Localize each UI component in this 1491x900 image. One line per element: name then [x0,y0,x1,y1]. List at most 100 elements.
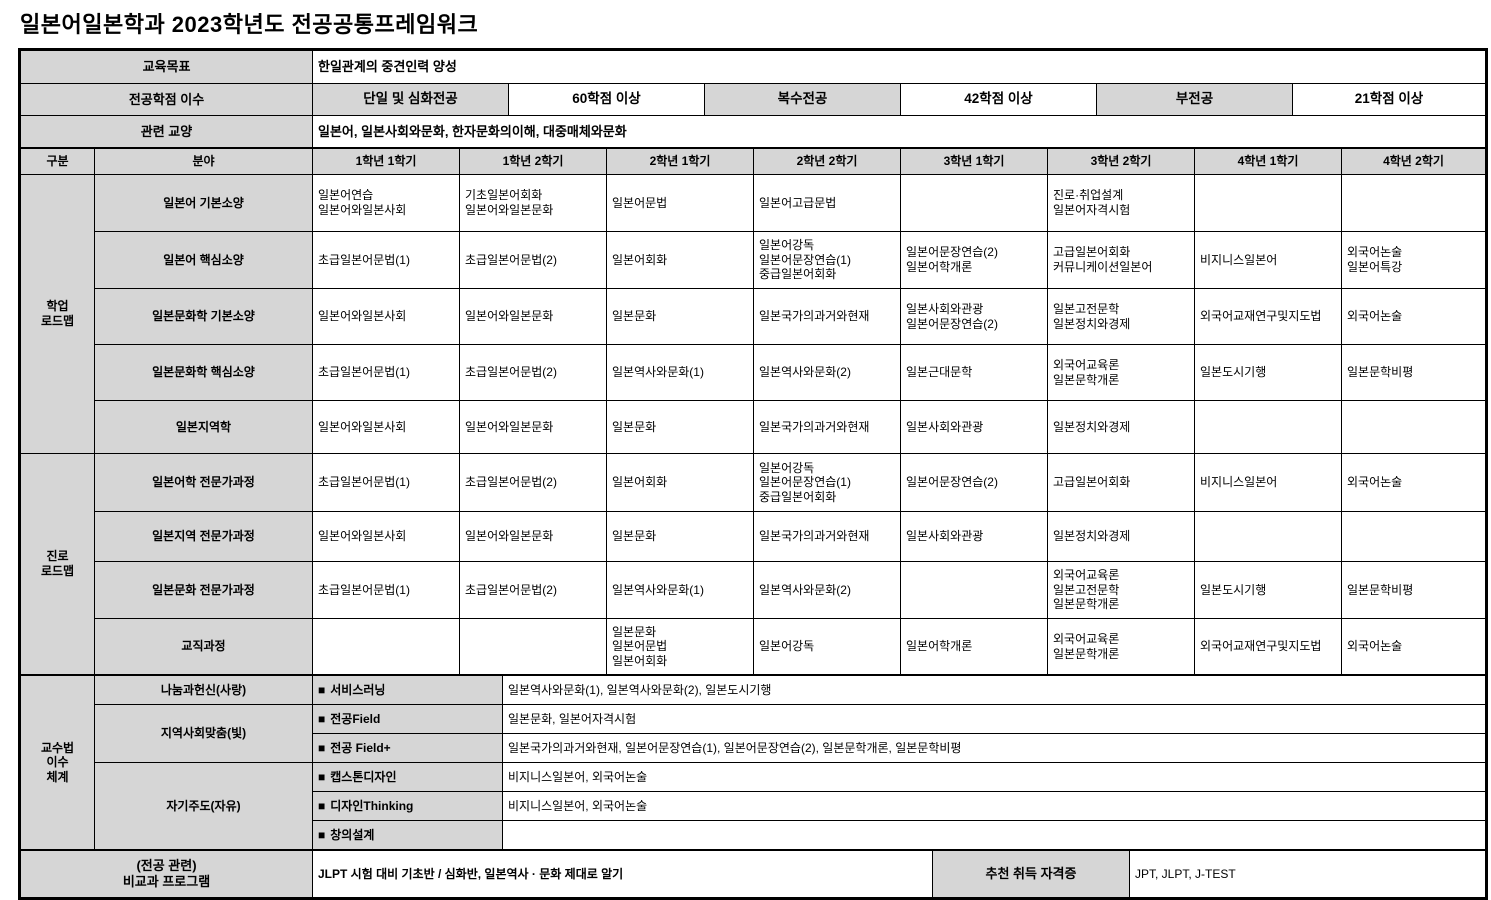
course-cell: 일본어강독 [753,618,901,675]
column-header: 1학년 2학기 [459,148,607,175]
top-label-cell: 관련 교양 [20,115,313,148]
method-group-label: 지역사회맞춤(빛) [94,704,313,763]
method-name: 서비스러닝 [330,682,386,697]
field-label: 일본지역 전문가과정 [94,511,313,562]
method-name-cell: ■ 서비스러닝 [312,675,503,705]
course-cell: 일본어와일본문화 [459,400,607,454]
method-name: 캡스톤디자인 [330,769,397,784]
course-cell: 초급일본어문법(1) [312,344,460,401]
method-name: 창의설계 [330,827,375,842]
course-cell [900,174,1048,232]
filled-square-icon: ■ [318,827,326,842]
course-cell: 일본어와일본문화 [459,511,607,562]
course-cell: 일본문화 [606,511,754,562]
course-cell [312,618,460,675]
course-cell: 초급일본어문법(2) [459,561,607,619]
course-cell: 일본정치와경제 [1047,400,1195,454]
course-cell [459,618,607,675]
course-cell: 일본어문장연습(2) [900,453,1048,512]
course-cell: 일본국가의과거와현재 [753,400,901,454]
extracurricular-label: (전공 관련) 비교과 프로그램 [20,850,313,898]
course-cell [1194,511,1342,562]
course-cell: 초급일본어문법(1) [312,561,460,619]
course-cell: 외국어논술 [1341,618,1486,675]
filled-square-icon: ■ [318,769,326,784]
course-cell [1194,174,1342,232]
column-header: 3학년 2학기 [1047,148,1195,175]
top-value-cell: 부전공 [1096,83,1293,116]
course-cell: 일본어강독 일본어문장연습(1) 중급일본어회화 [753,231,901,289]
course-cell: 일본어문장연습(2) 일본어학개론 [900,231,1048,289]
course-cell: 일본근대문학 [900,344,1048,401]
course-cell: 일본문화 일본어문법 일본어회화 [606,618,754,675]
course-cell: 비지니스일본어 [1194,231,1342,289]
course-cell: 일본사회와관광 일본어문장연습(2) [900,288,1048,345]
course-cell: 일본역사와문화(1) [606,344,754,401]
course-cell: 일본국가의과거와현재 [753,288,901,345]
roadmap-grid-table: 구분 분야 1학년 1학기 1학년 2학기 2학년 1학기 2학년 2학기 3학년 1학기 3… [20,148,1486,675]
top-value-cell: 42학점 이상 [900,83,1097,116]
certificates-value: JPT, JLPT, J-TEST [1129,850,1486,898]
method-name: 전공 Field+ [330,740,391,755]
course-cell: 초급일본어문법(2) [459,231,607,289]
course-cell: 외국어교육론 일본문학개론 [1047,618,1195,675]
filled-square-icon: ■ [318,798,326,813]
column-header: 4학년 2학기 [1341,148,1486,175]
method-name: 전공Field [330,711,381,726]
method-courses-cell: 비지니스일본어, 외국어논술 [502,762,1486,792]
course-cell: 일본문화 [606,400,754,454]
method-name-cell: ■ 디자인Thinking [312,791,503,821]
top-value-cell: 일본어, 일본사회와문화, 한자문화의이해, 대중매체와문화 [312,115,1486,148]
course-cell: 초급일본어문법(2) [459,344,607,401]
certificates-label: 추천 취득 자격증 [932,850,1130,898]
course-cell [1341,400,1486,454]
field-label: 일본어학 전문가과정 [94,453,313,512]
field-label: 일본어 핵심소양 [94,231,313,289]
course-cell: 일본고전문학 일본정치와경제 [1047,288,1195,345]
column-header: 4학년 1학기 [1194,148,1342,175]
top-value-cell: 한일관계의 중견인력 양성 [312,50,1486,84]
course-cell: 진로·취업설계 일본어자격시험 [1047,174,1195,232]
course-cell: 일본역사와문화(2) [753,344,901,401]
method-name-cell: ■ 창의설계 [312,820,503,850]
top-label-cell: 교육목표 [20,50,313,84]
course-cell: 일본어와일본사회 [312,288,460,345]
course-cell: 일본어강독 일본어문장연습(1) 중급일본어회화 [753,453,901,512]
course-cell: 외국어교육론 일본고전문학 일본문학개론 [1047,561,1195,619]
course-cell: 일본국가의과거와현재 [753,511,901,562]
course-cell: 일본어고급문법 [753,174,901,232]
course-cell: 일본어와일본사회 [312,400,460,454]
course-cell: 초급일본어문법(1) [312,453,460,512]
method-name: 디자인Thinking [330,798,414,813]
field-label: 일본어 기본소양 [94,174,313,232]
field-label: 일본지역학 [94,400,313,454]
filled-square-icon: ■ [318,740,326,755]
course-cell: 일본문화 [606,288,754,345]
course-cell: 일본어학개론 [900,618,1048,675]
method-name-cell: ■ 캡스톤디자인 [312,762,503,792]
column-header: 2학년 2학기 [753,148,901,175]
top-value-cell: 21학점 이상 [1292,83,1486,116]
column-header: 분야 [94,148,313,175]
course-cell: 일본어회화 [606,453,754,512]
course-cell: 외국어논술 [1341,288,1486,345]
method-courses-cell: 일본역사와문화(1), 일본역사와문화(2), 일본도시기행 [502,675,1486,705]
course-cell: 초급일본어문법(1) [312,231,460,289]
method-courses-cell: 비지니스일본어, 외국어논술 [502,791,1486,821]
course-cell: 일본어와일본문화 [459,288,607,345]
course-cell: 일본어회화 [606,231,754,289]
course-cell [900,561,1048,619]
teaching-method-table: 교수법 이수 체계 나눔과헌신(사랑) ■ 서비스러닝 일본역사와문화(1), 일본역사… [20,675,1486,850]
method-courses-cell: 일본국가의과거와현재, 일본어문장연습(1), 일본어문장연습(2), 일본문학… [502,733,1486,763]
course-cell: 외국어교육론 일본문학개론 [1047,344,1195,401]
field-label: 일본문화학 기본소양 [94,288,313,345]
course-cell [1341,174,1486,232]
filled-square-icon: ■ [318,711,326,726]
course-cell: 일본어문법 [606,174,754,232]
course-cell: 일본역사와문화(1) [606,561,754,619]
course-cell: 일본어연습 일본어와일본사회 [312,174,460,232]
field-label: 교직과정 [94,618,313,675]
column-header: 구분 [20,148,95,175]
course-cell: 일본정치와경제 [1047,511,1195,562]
